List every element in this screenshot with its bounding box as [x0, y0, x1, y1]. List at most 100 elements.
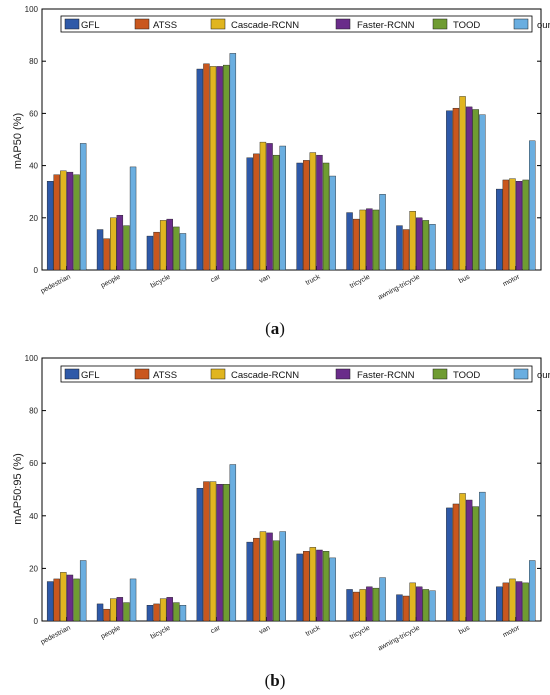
chart-b-axes: 0 20 40 60 80 100	[25, 354, 542, 626]
chart-a-legend-label: Cascade-RCNN	[231, 20, 299, 31]
chart-b-x-tick-label: bicycle	[150, 625, 172, 641]
chart-a-bar-gfl-tricycle	[346, 212, 353, 271]
chart-a-bar-faster-rcnn-bicycle	[166, 218, 173, 271]
chart-b-legend-label: ours	[537, 370, 550, 381]
chart-a-bar-atss-truck	[303, 160, 310, 271]
chart-a-bar-faster-rcnn-car	[216, 66, 223, 271]
chart-a-bar-ours-bicycle	[179, 233, 187, 271]
chart-a-bar-cascade-rcnn-car	[209, 66, 217, 271]
chart-b-bar-faster-rcnn-bicycle	[166, 597, 173, 622]
chart-a-caption-letter: a	[271, 319, 280, 338]
chart-b-legend-swatch	[64, 368, 80, 380]
chart-b-bar-cascade-rcnn-truck	[309, 547, 317, 622]
chart-a-x-tick-label: pedestrian	[40, 274, 72, 296]
chart-b-legend-label: TOOD	[453, 370, 480, 381]
chart-a-x-tick-label: bus	[458, 273, 472, 285]
chart-a-bar-faster-rcnn-people	[116, 214, 124, 271]
chart-b-bar-gfl-pedestrian	[46, 581, 54, 622]
chart-b-bar-faster-rcnn-tricycle	[366, 586, 373, 622]
chart-b-bar-faster-rcnn-car	[216, 484, 223, 622]
chart-b-bar-ours-bicycle	[179, 605, 187, 622]
chart-b-bar-gfl-awning-tricycle	[396, 594, 403, 622]
chart-b-bar-cascade-rcnn-pedestrian	[60, 572, 67, 622]
chart-a-y-tick-label: 40	[29, 162, 38, 171]
chart-a-bar-faster-rcnn-truck	[316, 154, 323, 271]
chart-a-bar-cascade-rcnn-motor	[509, 178, 516, 271]
chart-a-bar-tood-bicycle	[173, 226, 180, 271]
chart-b-bar-faster-rcnn-awning-tricycle	[416, 586, 423, 622]
chart-a-bar-gfl-people	[96, 229, 104, 271]
chart-a-x-tick-label: motor	[502, 273, 522, 288]
chart-b-bar-ours-truck	[329, 557, 336, 622]
chart-b-bar-gfl-motor	[496, 586, 503, 622]
chart-a-x-tick-label: truck	[305, 273, 322, 287]
chart-a-legend-swatch	[134, 18, 150, 30]
chart-a-bar-gfl-motor	[496, 188, 503, 271]
chart-b-bar-faster-rcnn-pedestrian	[66, 574, 74, 622]
chart-a-bar-faster-rcnn-pedestrian	[66, 171, 74, 271]
chart-b-bar-ours-pedestrian	[79, 560, 87, 622]
chart-a-bar-cascade-rcnn-tricycle	[359, 209, 366, 271]
chart-b-y-tick-label: 0	[34, 617, 39, 626]
chart-b-bar-tood-people	[123, 602, 130, 622]
chart-b-bar-gfl-bus	[446, 507, 453, 622]
chart-a-y-tick-label: 0	[34, 266, 39, 275]
chart-b-bar-ours-people	[129, 578, 137, 622]
chart-a-bar-ours-tricycle	[379, 194, 386, 271]
chart-a-x-tick-label: tricycle	[349, 274, 372, 290]
chart-a-legend-label: Faster-RCNN	[357, 20, 415, 31]
chart-a-bar-tood-people	[123, 225, 130, 271]
chart-a-bar-atss-awning-tricycle	[402, 229, 410, 271]
chart-b-bar-tood-motor	[522, 582, 529, 622]
chart-b-x-tick-label: tricycle	[349, 625, 372, 641]
chart-b-bar-ours-tricycle	[379, 577, 386, 622]
chart-b-legend-label: Cascade-RCNN	[231, 370, 299, 381]
chart-b-bar-cascade-rcnn-tricycle	[359, 589, 366, 622]
chart-a-bar-tood-van	[272, 154, 280, 271]
chart-b-caption: (b)	[265, 671, 286, 690]
chart-a-bar-tood-truck	[322, 162, 330, 271]
chart-b-bar-gfl-truck	[296, 553, 303, 622]
chart-a-bar-atss-people	[103, 238, 110, 271]
chart-a-bar-tood-car	[223, 64, 230, 271]
chart-a-legend-label: GFL	[81, 20, 99, 31]
chart-b-bar-gfl-tricycle	[346, 589, 353, 622]
chart-b-bars	[46, 464, 536, 622]
chart-b-bar-tood-awning-tricycle	[422, 589, 430, 622]
chart-b-bar-tood-bus	[472, 506, 479, 622]
chart-a-legend-swatch	[432, 18, 448, 30]
chart-b-legend-swatch	[210, 368, 226, 380]
chart-a-legend-swatch	[513, 18, 529, 30]
chart-a-bar-faster-rcnn-awning-tricycle	[416, 217, 423, 271]
chart-a-bar-ours-car	[229, 53, 237, 271]
chart-a-bar-atss-motor	[502, 179, 510, 271]
chart-b-bar-ours-motor	[529, 560, 536, 622]
chart-b-bar-tood-pedestrian	[73, 578, 80, 622]
chart-a-bar-ours-pedestrian	[79, 143, 87, 271]
chart-a-bar-faster-rcnn-motor	[515, 181, 523, 271]
chart-a-bar-gfl-car	[196, 68, 204, 271]
chart-a-y-tick-label: 60	[29, 109, 38, 118]
chart-a-bar-faster-rcnn-bus	[465, 106, 473, 271]
chart-a-bar-atss-van	[253, 153, 260, 271]
chart-b-legend-swatch	[134, 368, 150, 380]
chart-b-bar-cascade-rcnn-awning-tricycle	[409, 582, 416, 622]
chart-b-y-tick-label: 80	[29, 407, 38, 416]
chart-b-bar-atss-bus	[452, 503, 460, 622]
chart-b-plot-frame	[41, 357, 542, 622]
chart-b-bar-ours-car	[229, 464, 237, 622]
chart-a-legend-label: ATSS	[153, 20, 177, 31]
chart-a-x-tick-labels: pedestrian people bicycle car van truck tricyc…	[40, 273, 522, 301]
chart-a-legend-swatch	[64, 18, 80, 30]
chart-a-bar-ours-motor	[529, 140, 536, 271]
chart-a-bar-faster-rcnn-tricycle	[366, 208, 373, 271]
chart-a-bar-tood-bus	[472, 109, 479, 271]
chart-a-legend-box	[60, 15, 533, 33]
chart-a-caption: (a)	[265, 319, 285, 338]
chart-a-bar-atss-pedestrian	[53, 174, 60, 271]
chart-a-bar-gfl-van	[246, 157, 253, 271]
chart-b-y-tick-label: 60	[29, 459, 38, 468]
chart-b-bar-atss-truck	[303, 551, 310, 622]
chart-b-bar-gfl-bicycle	[146, 605, 154, 622]
chart-a-bar-cascade-rcnn-truck	[309, 152, 317, 271]
